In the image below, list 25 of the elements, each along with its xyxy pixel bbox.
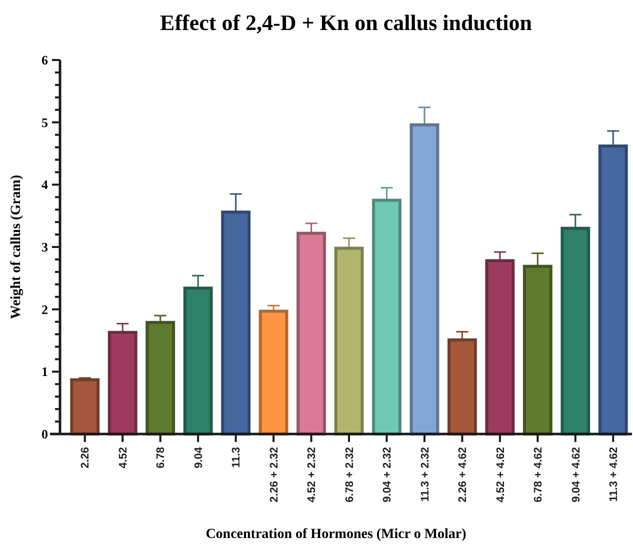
chart-title: Effect of 2,4-D + Kn on callus induction [160, 10, 532, 35]
y-tick-label: 3 [42, 240, 48, 255]
x-tick-label: 2.26 + 2.32 [268, 447, 280, 502]
y-tick-label: 0 [42, 426, 48, 442]
x-tick-label: 2.26 + 4.62 [457, 447, 470, 502]
y-tick-label: 6 [42, 52, 48, 68]
x-tick-label: 11.3 + 2.32 [419, 447, 432, 502]
y-tick-label: 1 [42, 364, 48, 380]
x-tick-label: 6.78 + 2.32 [344, 447, 356, 502]
x-tick-label: 6.78 [155, 447, 168, 468]
x-tick-label: 9.04 + 2.32 [382, 447, 394, 502]
y-tick-label: 2 [42, 302, 48, 317]
x-tick-label: 6.78 + 4.62 [532, 447, 545, 502]
y-tick-label: 4 [42, 177, 48, 192]
x-tick-label: 4.52 + 4.62 [494, 447, 507, 502]
x-tick-label: 2.26 [80, 447, 92, 468]
x-tick-label: 9.04 + 4.62 [570, 447, 582, 502]
x-tick-label: 4.52 [117, 447, 130, 468]
x-tick-label: 9.04 [192, 446, 205, 468]
y-axis-title: Weight of callus (Gram) [9, 174, 24, 320]
x-tick-label: 4.52 + 2.32 [306, 447, 318, 502]
y-tick-label: 5 [42, 114, 48, 130]
x-tick-label: 11.3 [230, 447, 243, 468]
x-tick-label: 11.3 + 4.62 [608, 447, 620, 502]
x-axis-title: Concentration of Hormones (Micr o Molar) [206, 527, 467, 542]
